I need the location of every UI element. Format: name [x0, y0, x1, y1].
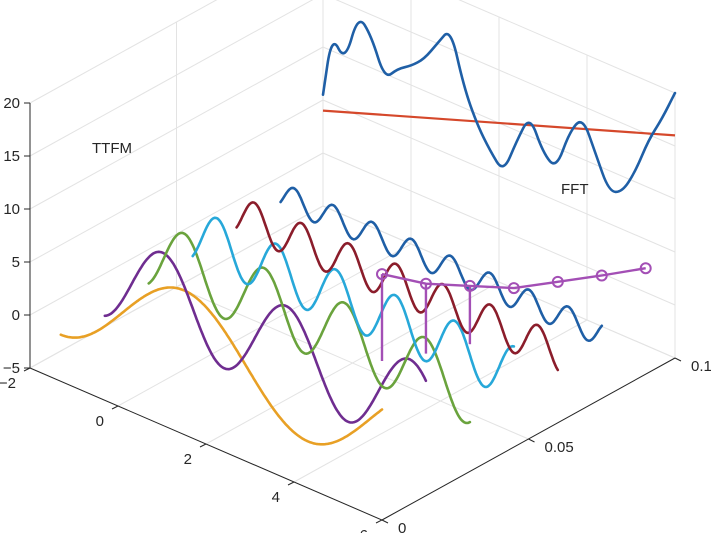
x-tick-label: 2 — [184, 451, 192, 468]
fft-marker — [551, 275, 564, 288]
z-tick-label: 5 — [12, 254, 20, 271]
x-tick — [287, 481, 295, 486]
wave-series-blue — [279, 186, 604, 342]
wave-series-cyan — [191, 216, 516, 389]
fft-marker — [419, 277, 432, 290]
wave-series-purple — [103, 250, 428, 424]
grid-line — [322, 205, 676, 359]
wave-series-darkred — [235, 201, 560, 372]
z-tick-label: 20 — [3, 95, 20, 112]
y-tick-label: 0 — [398, 520, 406, 533]
grid-line — [29, 99, 324, 263]
y-tick — [674, 357, 682, 362]
ridge-line — [322, 109, 676, 137]
z-tick-label: 15 — [3, 148, 20, 165]
y-tick-label: 0.1 — [691, 358, 711, 375]
fft-marker — [595, 269, 608, 282]
z-tick-label: −5 — [3, 360, 20, 377]
grid-line — [458, 0, 676, 94]
z-tick-label: 10 — [3, 201, 20, 218]
ttfm-curve — [321, 20, 677, 194]
axis-layer — [23, 102, 682, 524]
z-tick-label: 0 — [12, 307, 20, 324]
fft-marker — [376, 268, 388, 281]
fft-marker — [639, 262, 652, 275]
tick-label-layer: −2 0 2 4 6 0 0.05 0.1 −5 0 5 10 15 20 — [0, 95, 711, 533]
wave-series-orange — [59, 286, 384, 446]
grid-line — [335, 0, 676, 147]
x-tick — [199, 443, 207, 448]
grid-line — [29, 0, 314, 157]
x-tick-label: −2 — [0, 375, 16, 392]
grid-line — [29, 0, 218, 104]
grid-line — [29, 46, 324, 210]
y-tick — [528, 438, 535, 443]
fft-marker — [463, 279, 476, 292]
annotation-fft: FFT — [561, 181, 589, 198]
annotation-ttfm: TTFM — [92, 140, 132, 157]
x-tick-label: 6 — [360, 527, 368, 533]
y-tick-label: 0.05 — [545, 439, 574, 456]
y-tick — [381, 519, 389, 524]
wave-series-green — [147, 231, 472, 425]
x-tick-label: 4 — [272, 489, 280, 506]
fft-marker — [507, 282, 520, 295]
x-tick — [111, 405, 119, 410]
series-layer — [59, 20, 677, 446]
x-tick-label: 0 — [96, 413, 104, 430]
grid-layer — [29, 0, 676, 521]
grid-line — [322, 99, 676, 253]
grid-line — [322, 152, 676, 306]
x-tick — [375, 519, 383, 524]
